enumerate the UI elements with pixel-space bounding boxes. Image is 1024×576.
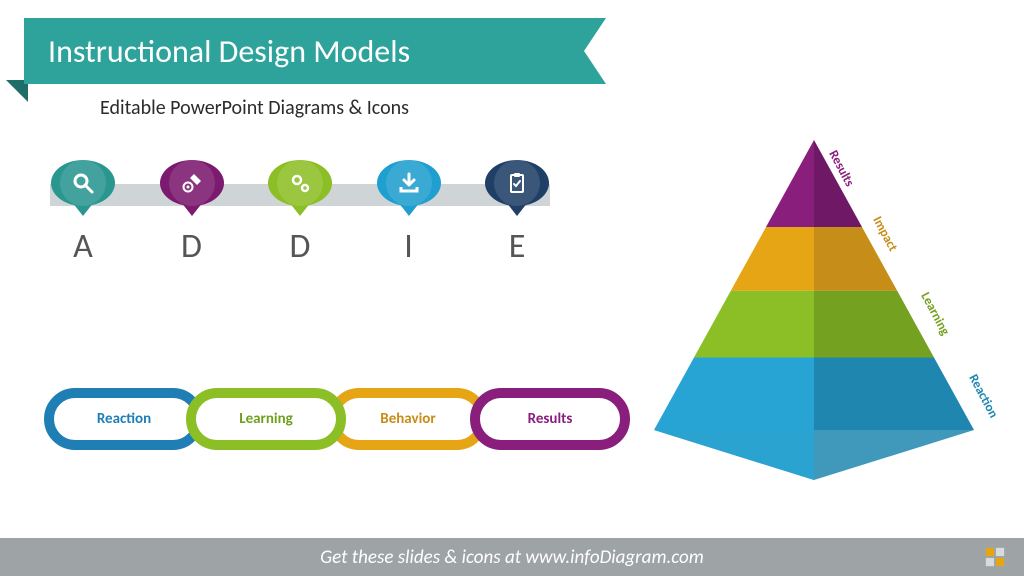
pin-circle [160, 160, 224, 206]
pin-letter: A [73, 226, 93, 267]
pin-circle [485, 160, 549, 206]
download-icon [397, 171, 421, 195]
chain-link: Learning [186, 388, 346, 450]
pin-circle [51, 160, 115, 206]
addie-pin: E [484, 160, 550, 246]
chain-link: Reaction [44, 388, 204, 450]
pin-letter: D [181, 226, 202, 267]
brand-logo-icon [984, 546, 1006, 568]
addie-pin: I [376, 160, 442, 246]
clipboard-check-icon [505, 171, 529, 195]
footer-bar: Get these slides & icons at www.infoDiag… [0, 538, 1024, 576]
footer-text: Get these slides & icons at www.infoDiag… [320, 546, 704, 569]
search-icon [71, 171, 95, 195]
page-title: Instructional Design Models [24, 18, 584, 84]
addie-diagram: A D D I E [50, 160, 570, 246]
pin-letter: E [509, 226, 526, 267]
addie-pin: D [159, 160, 225, 246]
addie-pin: D [267, 160, 333, 246]
chain-link: Results [470, 388, 630, 450]
pyramid-diagram: ResultsImpactLearningReaction [644, 130, 984, 490]
pin-circle [377, 160, 441, 206]
pin-circle [268, 160, 332, 206]
chain-diagram: ReactionLearningBehaviorResults [44, 388, 612, 450]
subtitle: Editable PowerPoint Diagrams & Icons [100, 96, 409, 120]
title-ribbon: Instructional Design Models [0, 18, 560, 84]
chain-link: Behavior [328, 388, 488, 450]
addie-pin: A [50, 160, 116, 246]
pin-letter: D [290, 226, 311, 267]
gears-icon [288, 171, 312, 195]
pin-letter: I [404, 226, 413, 267]
ribbon-notch [596, 34, 607, 68]
pencil-gear-icon [180, 171, 204, 195]
